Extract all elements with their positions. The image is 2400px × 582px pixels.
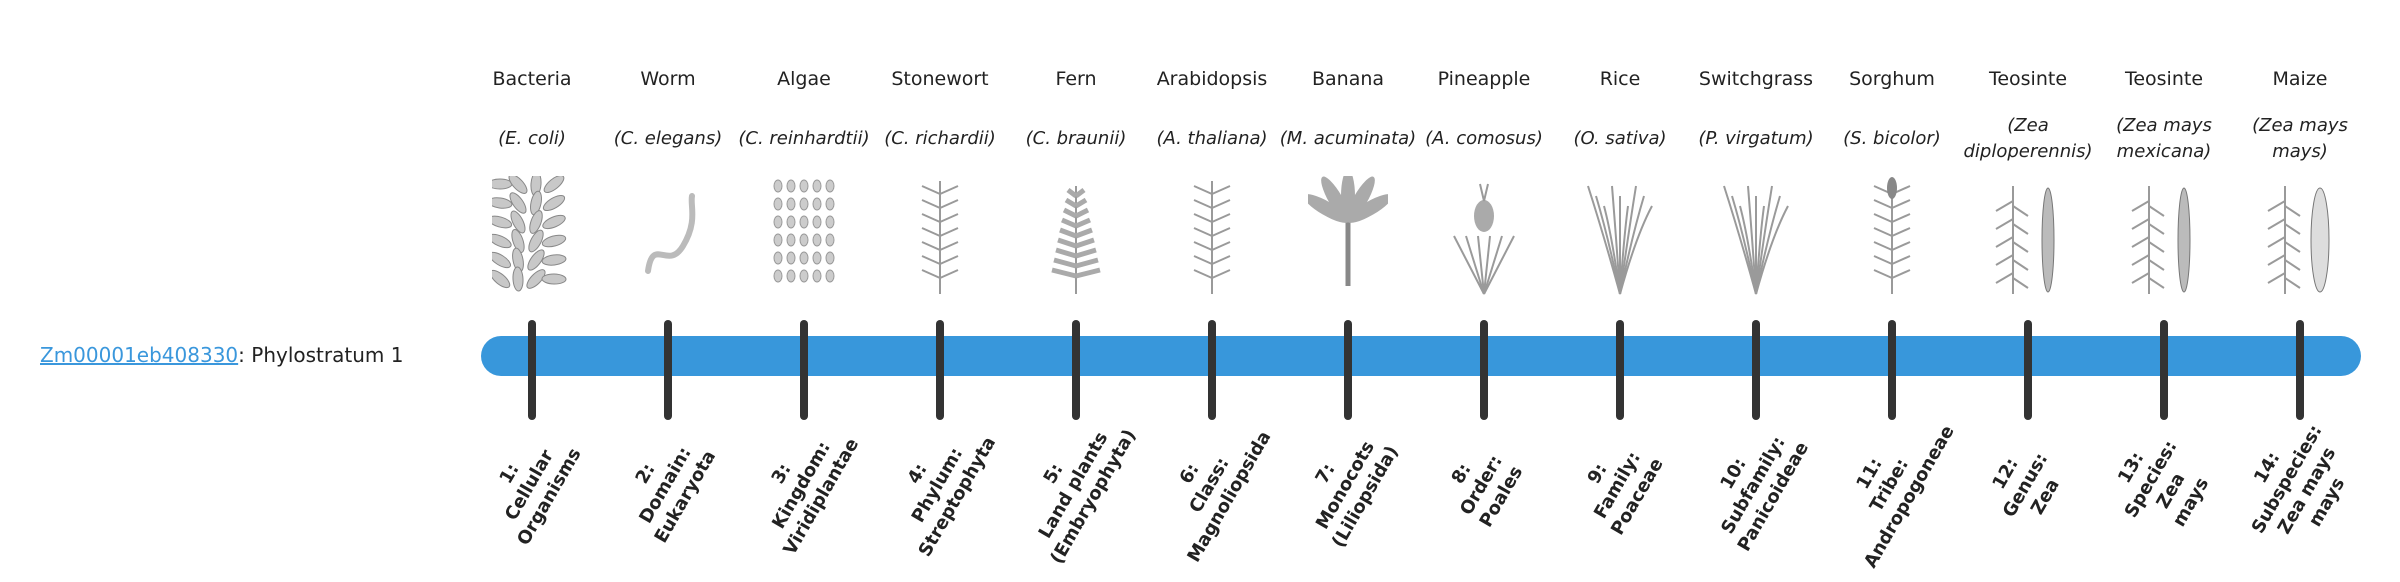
organism-scientific-name: (C. richardii) — [870, 110, 1010, 168]
gene-label: Zm00001eb408330: Phylostratum 1 — [40, 340, 403, 370]
worm-illustration-icon — [628, 176, 708, 296]
scientific-name-text: (C. braunii) — [1025, 128, 1127, 149]
organism-scientific-name: (A. comosus) — [1414, 110, 1554, 168]
stratum-tick — [936, 320, 944, 420]
stratum-tick — [1616, 320, 1624, 420]
organism-common-name: Bacteria — [492, 68, 572, 90]
arabidopsis-illustration-icon — [1172, 176, 1252, 296]
organism-scientific-name: (Zea mays mexicana) — [2094, 110, 2234, 168]
grass-illustration-icon — [1580, 176, 1660, 296]
stratum-label: 6: Class: Magnoliopsida — [1124, 393, 1294, 578]
stratum-tick — [664, 320, 672, 420]
banana-illustration-icon — [1303, 170, 1393, 296]
scientific-name-text: (Zea mays mays) — [2252, 115, 2348, 162]
scientific-name-text: (E. coli) — [498, 128, 566, 149]
organism-common-name: Teosinte — [2124, 68, 2204, 90]
stratum-tick — [1752, 320, 1760, 420]
scientific-name-text: (C. elegans) — [613, 128, 723, 149]
stratum-tick — [1208, 320, 1216, 420]
stratum-label: 3: Kingdom: Viridiplantae — [716, 393, 886, 578]
phylostratum-text: : Phylostratum 1 — [238, 343, 404, 367]
phylostratum-bar — [481, 336, 2361, 376]
organism-scientific-name: (C. elegans) — [598, 110, 738, 168]
stratum-label: 1: Cellular Organisms — [444, 393, 614, 578]
gene-id-link[interactable]: Zm00001eb408330 — [40, 343, 239, 367]
organism-scientific-name: (C. reinhardtii) — [734, 110, 874, 168]
stratum-tick — [2296, 320, 2304, 420]
stratum-tick — [1072, 320, 1080, 420]
organism-scientific-name: (S. bicolor) — [1822, 110, 1962, 168]
scientific-name-text: (A. thaliana) — [1156, 128, 1268, 149]
stratum-label: 11: Tribe: Andropogoneae — [1804, 393, 1974, 578]
stratum-label: 10: Subfamily: Panicoideae — [1668, 393, 1838, 578]
scientific-name-text: (A. comosus) — [1425, 128, 1543, 149]
organism-common-name: Pineapple — [1437, 68, 1531, 90]
stratum-label: 9: Family: Poaceae — [1532, 393, 1702, 578]
stratum-tick — [800, 320, 808, 420]
scientific-name-text: (Zea mays mexicana) — [2116, 115, 2212, 162]
organism-scientific-name: (Zea diploperennis) — [1958, 110, 2098, 168]
scientific-name-text: (C. richardii) — [884, 128, 996, 149]
organism-scientific-name: (A. thaliana) — [1142, 110, 1282, 168]
stratum-label: 7: Monocots (Liliopsida) — [1260, 393, 1430, 578]
stratum-label: 12: Genus: Zea — [1940, 393, 2110, 578]
scientific-name-text: (M. acuminata) — [1279, 128, 1417, 149]
organism-common-name: Fern — [1055, 68, 1097, 90]
sorghum-illustration-icon — [1852, 176, 1932, 296]
scientific-name-text: (S. bicolor) — [1843, 128, 1941, 149]
stratum-label: 5: Land plants (Embryophyta) — [988, 393, 1158, 578]
organism-common-name: Worm — [640, 68, 696, 90]
stratum-tick — [1480, 320, 1488, 420]
pineapple-illustration-icon — [1444, 176, 1524, 296]
stratum-label: 4: Phylum: Streptophyta — [852, 393, 1022, 578]
stratum-tick — [1344, 320, 1352, 420]
algae-illustration-icon — [764, 176, 844, 296]
stratum-label: 8: Order: Poales — [1396, 393, 1566, 578]
grass-illustration-icon — [1716, 176, 1796, 296]
organism-common-name: Banana — [1311, 68, 1385, 90]
bacteria-illustration-icon — [487, 171, 572, 296]
fern-illustration-icon — [1036, 176, 1116, 296]
organism-scientific-name: (M. acuminata) — [1278, 110, 1418, 168]
organism-common-name: Maize — [2272, 68, 2328, 90]
stratum-label: 14: Subspecies: Zea mays mays — [2212, 393, 2382, 578]
stratum-tick — [528, 320, 536, 420]
teosinte-illustration-icon — [1988, 176, 2068, 296]
teosinte-illustration-icon — [2124, 176, 2204, 296]
stratum-label: 13: Species: Zea mays — [2076, 393, 2246, 578]
stratum-tick — [1888, 320, 1896, 420]
organism-scientific-name: (C. braunii) — [1006, 110, 1146, 168]
scientific-name-text: (O. sativa) — [1573, 128, 1667, 149]
organism-common-name: Arabidopsis — [1156, 68, 1268, 90]
stratum-tick — [2160, 320, 2168, 420]
organism-common-name: Sorghum — [1849, 68, 1935, 90]
organism-scientific-name: (E. coli) — [462, 110, 602, 168]
organism-common-name: Switchgrass — [1698, 68, 1814, 90]
organism-common-name: Rice — [1599, 68, 1641, 90]
stratum-tick — [2024, 320, 2032, 420]
maize-illustration-icon — [2260, 176, 2340, 296]
organism-scientific-name: (P. virgatum) — [1686, 110, 1826, 168]
stratum-label: 2: Domain: Eukaryota — [580, 393, 750, 578]
organism-common-name: Algae — [777, 68, 831, 90]
organism-common-name: Stonewort — [891, 68, 989, 90]
stonewort-illustration-icon — [900, 176, 980, 296]
organism-common-name: Teosinte — [1988, 68, 2068, 90]
scientific-name-text: (C. reinhardtii) — [738, 128, 870, 149]
scientific-name-text: (Zea diploperennis) — [1963, 115, 2093, 162]
organism-scientific-name: (Zea mays mays) — [2230, 110, 2370, 168]
organism-scientific-name: (O. sativa) — [1550, 110, 1690, 168]
scientific-name-text: (P. virgatum) — [1698, 128, 1814, 149]
